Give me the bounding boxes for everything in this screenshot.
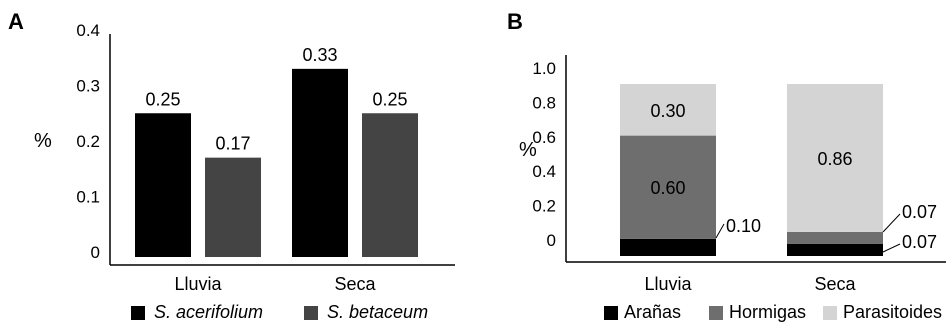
- legend-entry: Hormigas: [729, 302, 806, 322]
- x-tick-label-b: Seca: [814, 274, 856, 294]
- bar: [205, 157, 261, 257]
- legend-entry: S. acerifolium: [154, 302, 263, 322]
- data-label: 0.07: [902, 232, 937, 252]
- callout-line: [882, 213, 901, 233]
- data-label: 0.86: [817, 149, 852, 169]
- y-tick-label-b: 1.0: [532, 59, 556, 78]
- legend-swatch: [304, 306, 318, 320]
- data-label: 0.10: [726, 216, 761, 236]
- legend-swatch: [131, 306, 145, 320]
- y-tick-label-a: 0: [91, 243, 100, 262]
- stacked-segment: [787, 231, 883, 244]
- data-label: 0.60: [650, 178, 685, 198]
- y-tick-label-a: 0.1: [76, 188, 100, 207]
- y-tick-label-b: 0.8: [532, 93, 556, 112]
- y-tick-label-b: 0.4: [532, 162, 556, 181]
- legend-entry: Arañas: [624, 302, 681, 322]
- data-label: 0.17: [215, 134, 250, 154]
- stacked-segment: [787, 243, 883, 256]
- y-axis-label-b: %: [519, 139, 537, 161]
- y-tick-label-a: 0.3: [76, 77, 100, 96]
- y-tick-label-b: 0: [547, 231, 556, 250]
- data-label: 0.33: [302, 45, 337, 65]
- legend-swatch: [604, 306, 618, 320]
- legend-swatch: [709, 306, 723, 320]
- x-tick-label-a: Lluvia: [174, 274, 222, 294]
- x-tick-label-b: Lluvia: [644, 274, 692, 294]
- legend-swatch: [823, 306, 837, 320]
- data-label: 0.25: [145, 89, 180, 109]
- x-tick-label-a: Seca: [334, 274, 376, 294]
- callout-line: [715, 223, 725, 239]
- y-tick-label-a: 0.4: [76, 21, 100, 40]
- stacked-segment: [787, 84, 883, 232]
- legend-entry: Parasitoides: [843, 302, 942, 322]
- y-tick-label-a: 0.2: [76, 132, 100, 151]
- bar: [292, 68, 348, 257]
- y-axis-label-a: %: [34, 130, 52, 152]
- callout-line: [882, 243, 901, 253]
- y-tick-label-b: 0.2: [532, 197, 556, 216]
- panel-letter-b: B: [507, 9, 523, 34]
- bar: [362, 113, 418, 257]
- panel-letter-a: A: [8, 9, 24, 34]
- stacked-segment: [620, 84, 716, 136]
- data-label: 0.25: [372, 89, 407, 109]
- y-tick-label-b: 0.6: [532, 128, 556, 147]
- stacked-segment: [620, 135, 716, 239]
- data-label: 0.30: [650, 101, 685, 121]
- stacked-segment: [620, 238, 716, 256]
- legend-entry: S. betaceum: [327, 302, 428, 322]
- data-label: 0.07: [902, 202, 937, 222]
- bar: [135, 113, 191, 257]
